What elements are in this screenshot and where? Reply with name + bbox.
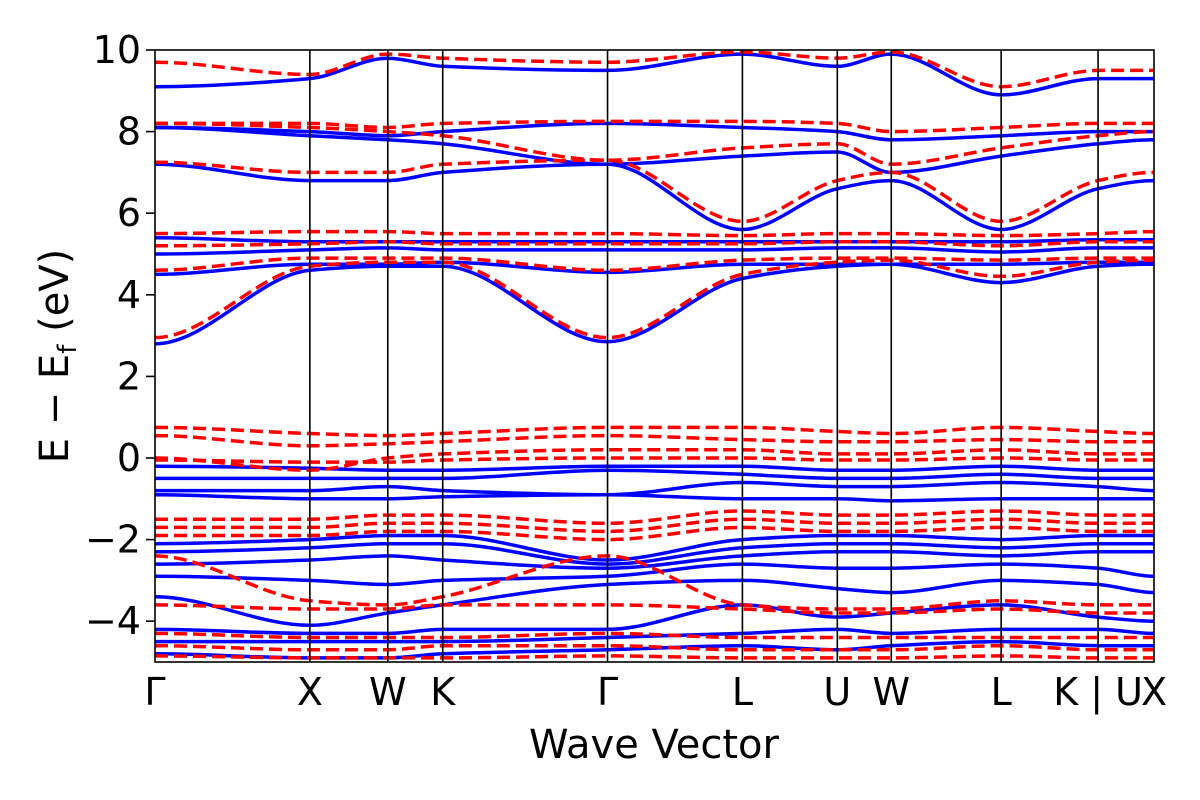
band-line-dashed	[155, 631, 1154, 640]
band-line-dashed	[155, 448, 1154, 472]
x-tick-label: Γ	[597, 670, 618, 714]
x-tick-label: X	[1141, 670, 1167, 714]
x-tick-label: L	[732, 670, 753, 714]
x-axis-label: Wave Vector	[529, 722, 780, 768]
band-line-dashed	[155, 158, 1154, 224]
band-line-solid	[155, 533, 1154, 562]
y-axis-label-main: E − E	[32, 354, 78, 464]
y-tick-label: 2	[117, 354, 141, 398]
band-line-dashed	[155, 433, 1154, 448]
band-line-solid	[155, 464, 1154, 472]
band-line-solid	[155, 541, 1154, 566]
band-line-solid	[155, 562, 1154, 587]
high-symmetry-lines	[309, 50, 1099, 662]
band-line-solid	[155, 52, 1154, 97]
band-line-solid	[155, 235, 1154, 244]
band-line-dashed	[155, 654, 1154, 660]
y-tick-label: 10	[93, 28, 141, 72]
x-tick-label: K	[430, 670, 456, 714]
y-axis-ticks: −4 −2 0 2 4 6 8 10	[85, 28, 155, 643]
y-axis-label-subscript: f	[53, 344, 83, 354]
band-line-dashed	[155, 50, 1154, 89]
x-tick-label: W	[872, 670, 910, 714]
band-line-dashed	[155, 119, 1154, 134]
band-line-solid	[155, 550, 1154, 570]
band-line-dashed	[155, 509, 1154, 526]
y-tick-label: −4	[85, 599, 141, 643]
band-line-dashed	[155, 121, 1154, 166]
band-line-solid	[155, 480, 1154, 497]
band-lines	[155, 50, 1154, 660]
band-line-dashed	[155, 256, 1154, 273]
band-line-solid	[155, 492, 1154, 503]
x-tick-label: X	[297, 670, 323, 714]
y-tick-label: 6	[117, 191, 141, 235]
band-line-dashed	[155, 554, 1154, 611]
band-line-solid	[155, 578, 1154, 628]
x-tick-label: U	[823, 670, 851, 714]
x-tick-label: K | U	[1053, 670, 1143, 715]
x-tick-label: Γ	[144, 670, 165, 714]
band-line-dashed	[155, 603, 1154, 615]
band-line-solid	[155, 162, 1154, 232]
y-axis-label: E − Ef (eV)	[32, 249, 83, 464]
band-line-solid	[155, 246, 1154, 256]
y-tick-label: −2	[85, 518, 141, 562]
plot-frame	[154, 49, 1155, 663]
band-line-solid	[155, 468, 1154, 481]
x-tick-label: W	[369, 670, 407, 714]
y-tick-label: 4	[117, 273, 141, 317]
band-line-solid	[155, 627, 1154, 644]
band-line-dashed	[155, 517, 1154, 534]
band-line-dashed	[155, 229, 1154, 238]
band-line-dashed	[155, 425, 1154, 438]
band-line-solid	[155, 125, 1154, 175]
x-tick-label: L	[991, 670, 1012, 714]
band-line-dashed	[155, 643, 1154, 652]
y-tick-label: 0	[117, 436, 141, 480]
band-line-solid	[155, 262, 1154, 346]
band-line-dashed	[155, 456, 1154, 464]
band-line-solid	[155, 121, 1154, 142]
y-axis-label-unit: (eV)	[32, 249, 78, 345]
y-tick-label: 8	[117, 110, 141, 154]
band-line-dashed	[155, 240, 1154, 248]
band-line-dashed	[155, 525, 1154, 542]
